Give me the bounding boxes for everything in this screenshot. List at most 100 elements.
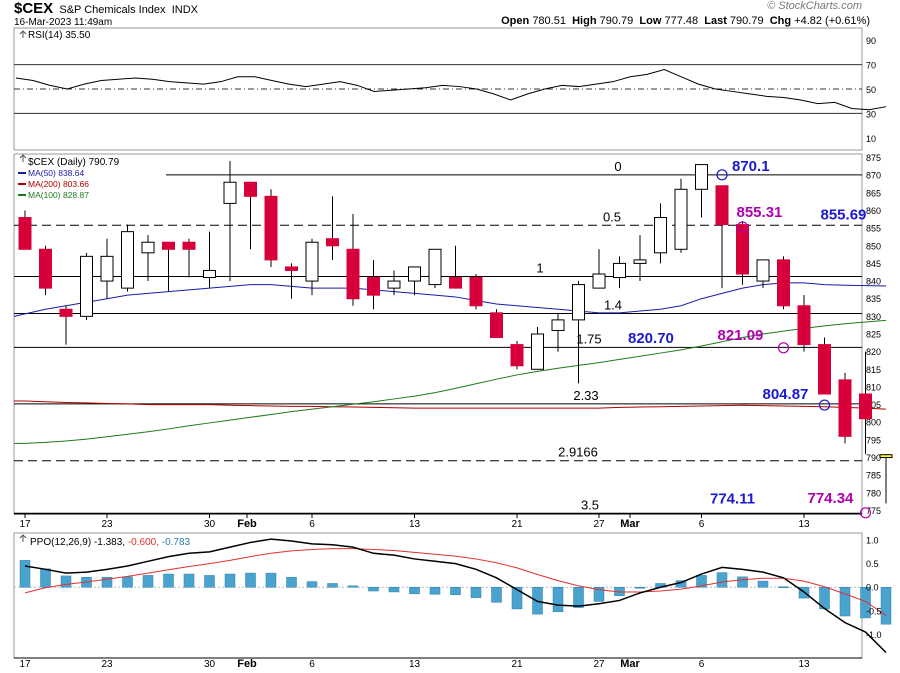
annotation-label: 870.1 xyxy=(732,158,770,175)
ppo-histogram-bar xyxy=(286,577,297,588)
candle-body xyxy=(879,454,893,459)
legend-entry: MA(50) 838.64 xyxy=(28,168,84,178)
ppo-histogram-bar xyxy=(593,586,605,602)
candle-body xyxy=(818,344,831,395)
x-tick-label: 6 xyxy=(309,659,315,670)
x-tick-label: 30 xyxy=(204,659,216,670)
collapse-icon xyxy=(19,30,27,38)
ppo-tick-label: -1.0 xyxy=(866,630,882,640)
ppo-histogram-bar xyxy=(573,586,584,608)
collapse-icon xyxy=(19,154,27,162)
candle-body xyxy=(592,273,606,289)
candle-body xyxy=(490,312,503,339)
fib-level-label: 0.5 xyxy=(603,209,621,224)
price-tick-label: 835 xyxy=(866,294,881,304)
annotation-label: 821.09 xyxy=(718,327,764,344)
timestamp: 16-Mar-2023 11:49am xyxy=(14,17,113,28)
ppo-histogram-bar xyxy=(224,573,236,588)
x-tick-label: 6 xyxy=(699,659,705,670)
price-tick-label: 855 xyxy=(866,224,881,234)
candle-body xyxy=(408,266,421,282)
candle-body xyxy=(756,259,770,282)
ppo-tick-label: 1.0 xyxy=(866,536,879,546)
fib-level-label: 3.5 xyxy=(581,497,599,512)
candle-body xyxy=(326,238,339,247)
candle-body xyxy=(428,248,442,286)
price-tick-label: 845 xyxy=(866,259,881,269)
chg-value: +4.82 (+0.61%) xyxy=(794,15,870,27)
candle-body xyxy=(572,284,585,321)
high-label: High xyxy=(572,15,597,27)
x-tick-label: 23 xyxy=(101,659,113,670)
fib-level-label: 1.75 xyxy=(576,331,601,346)
price-tick-label: 870 xyxy=(866,171,881,181)
x-tick-label: 21 xyxy=(511,659,523,670)
rsi-tick-label: 50 xyxy=(866,85,876,95)
ppo-histogram-bar xyxy=(450,586,461,596)
annotation-circle xyxy=(777,342,790,354)
price-tick-label: 780 xyxy=(866,488,881,498)
ppo-histogram-bar xyxy=(470,586,482,598)
candle-body xyxy=(387,280,401,289)
annotation-label: 804.87 xyxy=(763,386,809,403)
ppo-panel-frame xyxy=(13,532,863,659)
candle-body xyxy=(59,308,73,317)
chg-label: Chg xyxy=(769,15,792,27)
candle-body xyxy=(510,344,524,367)
annotation-label: 820.70 xyxy=(628,330,674,347)
candle-body xyxy=(469,277,483,307)
last-value: 790.79 xyxy=(729,15,764,27)
price-tick-label: 860 xyxy=(866,206,881,216)
price-tick-label: 790 xyxy=(866,453,881,463)
price-tick-label: 875 xyxy=(866,153,881,163)
legend-entry: MA(200) 803.66 xyxy=(28,179,89,189)
candle-body xyxy=(695,164,708,190)
ppo-histogram-bar xyxy=(204,575,215,588)
rsi-tick-label: 90 xyxy=(866,36,876,46)
candle-body xyxy=(80,255,93,317)
price-tick-label: 795 xyxy=(866,435,881,445)
ppo-histogram-bar xyxy=(839,586,851,617)
rsi-tick-label: 70 xyxy=(866,61,876,71)
candle-body xyxy=(39,248,52,289)
ppo-histogram-bar xyxy=(429,586,441,595)
price-tick-label: 825 xyxy=(866,330,881,340)
rsi-line xyxy=(15,68,887,111)
open-value: 780.51 xyxy=(532,15,566,27)
ppo-histogram-bar xyxy=(40,568,51,588)
x-tick-label: 13 xyxy=(409,659,421,670)
ppo-histogram-bar xyxy=(19,560,31,588)
symbol-exchange: INDX xyxy=(171,4,198,16)
ppo-histogram-bar xyxy=(368,586,379,592)
candle-body xyxy=(367,277,380,296)
x-tick-label: Mar xyxy=(620,518,640,530)
fib-level-label: 1 xyxy=(536,260,543,275)
brand-watermark: © StockCharts.com xyxy=(767,0,862,12)
price-tick-label: 850 xyxy=(866,241,881,251)
ppo-histogram-bar xyxy=(306,581,318,588)
candle-body xyxy=(777,259,790,307)
candle-body xyxy=(346,248,360,300)
ppo-histogram-bar xyxy=(163,573,174,588)
price-tick-label: 820 xyxy=(866,347,881,357)
ppo-histogram-bar xyxy=(327,583,338,588)
candle-body xyxy=(613,262,626,279)
candle-body xyxy=(674,188,688,250)
ppo-histogram-bar xyxy=(778,586,789,589)
ppo-histogram-bar xyxy=(737,576,748,588)
candle-body xyxy=(121,231,134,289)
low-label: Low xyxy=(639,15,662,27)
ma-line-ma200 xyxy=(14,400,887,410)
ppo-histogram-bar xyxy=(265,572,277,588)
ppo-histogram-bar xyxy=(142,575,154,588)
price-tick-label: 775 xyxy=(866,506,881,516)
x-tick-label: 13 xyxy=(409,519,421,530)
ppo-line xyxy=(24,538,887,654)
annotation-label: 774.34 xyxy=(808,490,855,507)
quote-bar: Open 780.51 High 790.79 Low 777.48 Last … xyxy=(501,15,870,27)
fib-level-label: 1.4 xyxy=(604,298,622,313)
annotation-circle xyxy=(818,399,831,411)
candle-body xyxy=(838,379,852,437)
candle-body xyxy=(633,259,647,264)
collapse-icon xyxy=(19,534,27,542)
